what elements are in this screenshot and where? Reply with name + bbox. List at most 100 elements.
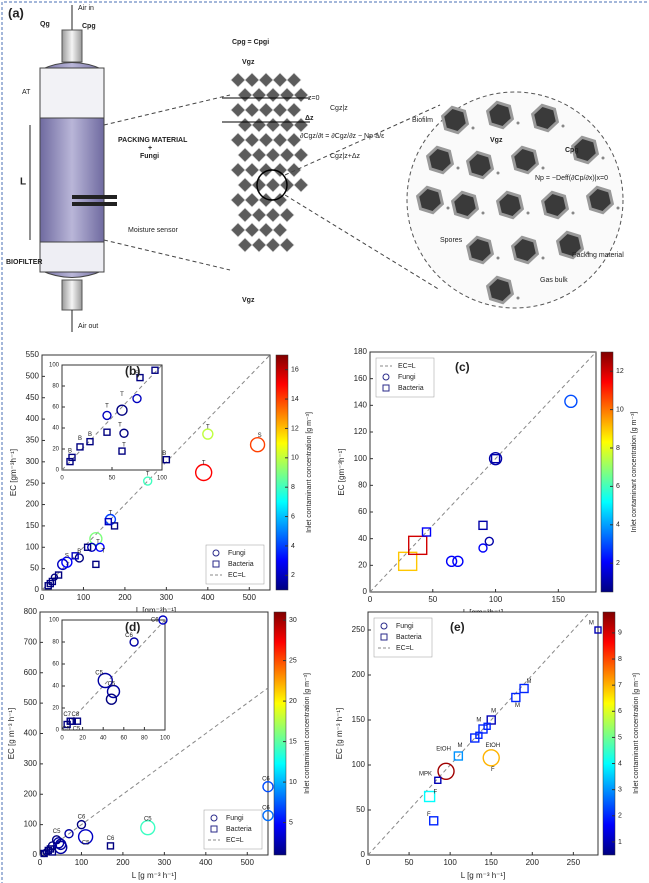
panel-label: (c) — [455, 360, 470, 374]
spore — [601, 156, 605, 160]
particle — [230, 72, 246, 88]
point — [48, 577, 57, 586]
x-axis-label: L [g m⁻³ h⁻¹] — [132, 871, 177, 880]
particle — [272, 132, 288, 148]
x-tick-label: 100 — [75, 858, 89, 867]
point — [262, 780, 274, 793]
point — [486, 715, 496, 725]
x-tick-label: 100 — [443, 858, 457, 867]
x-tick-label: 50 — [109, 476, 116, 482]
legend-label: EC=L — [226, 837, 244, 844]
x-tick-label: 0 — [40, 593, 45, 602]
particle — [286, 102, 302, 118]
annotation: M — [515, 703, 520, 709]
x-tick-label: 200 — [116, 858, 130, 867]
particle — [251, 147, 267, 163]
x-tick-label: 400 — [201, 593, 215, 602]
x-tick-label: 100 — [489, 595, 503, 604]
packing — [222, 72, 310, 253]
x-tick-label: 80 — [141, 736, 148, 742]
sensor — [72, 202, 117, 206]
legend-label: Bacteria — [398, 385, 424, 392]
spore — [481, 211, 485, 215]
zoom-circle — [256, 169, 288, 201]
y-tick-label: 40 — [52, 426, 59, 432]
y-tick-label: 200 — [26, 500, 40, 509]
point — [158, 615, 168, 625]
particle — [237, 87, 253, 103]
legend-label: Bacteria — [226, 826, 252, 833]
y-tick-label: 450 — [26, 393, 40, 402]
spore — [471, 126, 475, 130]
particle — [279, 117, 295, 133]
label: Fungi — [140, 153, 159, 160]
annotation: C5 — [108, 681, 116, 687]
point — [488, 451, 503, 466]
point — [519, 683, 529, 694]
spore — [496, 171, 500, 175]
point — [106, 842, 115, 850]
label: z=0 — [308, 95, 320, 102]
y-tick-label: 50 — [356, 805, 365, 814]
annotation: C8 — [72, 712, 80, 718]
point — [92, 560, 100, 569]
colorbar-tick-label: 4 — [616, 522, 620, 529]
colorbar-label: Inlet contaminant concentration [g m⁻³] — [306, 412, 313, 533]
y-tick-label: 100 — [49, 363, 60, 369]
y-tick-label: 20 — [358, 560, 367, 569]
colorbar-tick-label: 6 — [616, 483, 620, 490]
label: Biofilm — [412, 117, 433, 124]
point — [484, 536, 494, 547]
label: Spores — [440, 237, 463, 244]
x-tick-label: 0 — [368, 595, 373, 604]
legend-label: Fungi — [396, 623, 414, 630]
y-tick-label: 20 — [52, 447, 59, 453]
point — [437, 762, 455, 780]
colorbar-label: Inlet contaminant concentration [g m⁻³] — [631, 412, 638, 533]
colorbar-tick-label: 6 — [291, 513, 295, 520]
equation: ∂Cgz/∂t = ∂Cgz/∂z − Np·a/ε — [300, 133, 384, 140]
annotation: C5 — [95, 670, 103, 676]
point — [97, 672, 113, 689]
annotation: B — [78, 436, 82, 442]
label: AT — [22, 89, 31, 96]
spore — [616, 206, 620, 210]
particle — [450, 190, 480, 220]
colorbar-tick-label: 5 — [618, 734, 622, 741]
y-tick-label: 0 — [56, 728, 60, 734]
bottom-space — [39, 241, 105, 273]
colorbar — [275, 354, 289, 591]
point — [452, 555, 464, 568]
x-tick-label: 200 — [526, 858, 540, 867]
point — [140, 819, 156, 836]
point — [202, 428, 214, 440]
y-axis-label: EC [gm⁻³h⁻¹] — [337, 448, 346, 495]
y-tick-label: 400 — [26, 414, 40, 423]
point — [66, 457, 74, 466]
y-tick-label: 200 — [24, 789, 38, 798]
identity-line — [41, 354, 271, 591]
point — [105, 693, 118, 705]
colorbar-tick-label: 10 — [289, 779, 297, 786]
point — [136, 373, 144, 382]
colorbar-tick-label: 2 — [291, 572, 295, 579]
particle — [230, 132, 246, 148]
annotation: S — [135, 371, 139, 377]
legend-label: Fungi — [226, 815, 244, 822]
legend-marker — [380, 633, 388, 641]
point — [89, 532, 103, 546]
point — [194, 463, 213, 482]
colorbar — [602, 611, 616, 856]
particle — [244, 132, 260, 148]
y-axis-label: EC [g m⁻³ h⁻¹] — [7, 708, 16, 760]
point — [421, 527, 432, 537]
y-tick-label: 800 — [24, 607, 38, 616]
x-tick-label: 150 — [552, 595, 566, 604]
particle — [265, 237, 281, 253]
y-tick-label: 20 — [52, 706, 59, 712]
y-tick-label: 0 — [363, 587, 368, 596]
y-tick-label: 100 — [26, 542, 40, 551]
annotation: C5 — [82, 840, 90, 846]
label: + — [148, 145, 152, 152]
point — [86, 437, 94, 446]
